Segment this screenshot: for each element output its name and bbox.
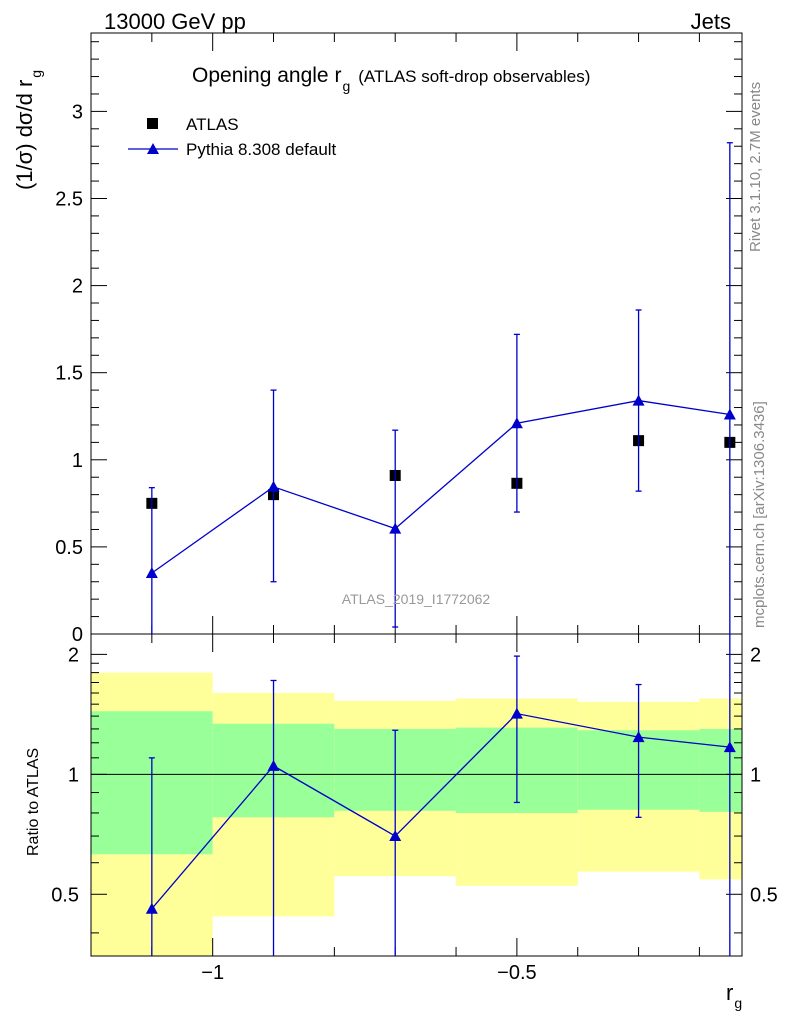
analysis-label: ATLAS_2019_I1772062 xyxy=(342,591,491,607)
x-axis-label: rg xyxy=(726,980,742,1011)
pythia-point xyxy=(510,417,523,429)
ratio-pythia-point xyxy=(145,902,158,914)
ratio-pythia-point xyxy=(632,731,645,743)
legend-label-pythia: Pythia 8.308 default xyxy=(186,140,337,159)
legend-marker-atlas xyxy=(147,118,158,129)
ratio-y-tick-label-right: 1 xyxy=(750,764,761,786)
ratio-pythia-line xyxy=(151,712,730,910)
legend-label-atlas: ATLAS xyxy=(186,115,239,134)
pythia-point xyxy=(267,480,280,492)
pythia-point xyxy=(389,522,402,534)
main-y-axis-label-sub: g xyxy=(28,70,44,78)
legend: ATLAS Pythia 8.308 default xyxy=(128,115,337,159)
main-y-tick-label: 2.5 xyxy=(55,188,83,210)
x-axis-label-sub: g xyxy=(734,995,742,1011)
plot-title-sub: g xyxy=(342,78,350,94)
chart-marks xyxy=(145,142,736,956)
ratio-band-inner-5 xyxy=(699,728,742,812)
mcplots-label: mcplots.cern.ch [arXiv:1306.3436] xyxy=(751,401,768,628)
ratio-pythia-point xyxy=(267,759,280,771)
plot-title-rest: (ATLAS soft-drop observables) xyxy=(358,67,590,86)
plot-frames xyxy=(90,32,743,957)
x-axis-label-main: r xyxy=(726,980,733,1005)
ratio-y-tick-label-right: 0.5 xyxy=(750,884,778,906)
plot-title: Opening angle rg (ATLAS soft-drop observa… xyxy=(192,64,590,94)
main-y-tick-label: 1 xyxy=(72,450,83,472)
ratio-y-tick-label-right: 2 xyxy=(750,644,761,666)
ratio-pythia-point xyxy=(723,741,736,753)
main-y-tick-label: 0.5 xyxy=(55,537,83,559)
main-y-tick-label: 0 xyxy=(72,624,83,646)
ratio-pythia-point xyxy=(389,830,402,842)
ratio-y-tick-label: 0.5 xyxy=(51,884,79,906)
ratio-plot-frame xyxy=(90,633,743,957)
main-y-axis-label-main: (1/σ) dσ/d r xyxy=(12,80,37,190)
header-process: 13000 GeV pp xyxy=(104,9,246,34)
main-y-tick-label: 2 xyxy=(72,276,83,298)
x-tick-label: −0.5 xyxy=(497,962,536,984)
pythia-line xyxy=(151,399,730,574)
axis-ticks: 0 0.5 1 1.5 2 2.5 3 −1 −0.5 0.5 0.5 1 1 2 2 xyxy=(51,33,778,984)
pythia-point xyxy=(145,567,158,579)
main-y-tick-label: 1.5 xyxy=(55,363,83,385)
main-y-tick-label: 3 xyxy=(72,101,83,123)
ratio-y-tick-label: 1 xyxy=(68,764,79,786)
header-category: Jets xyxy=(691,9,731,34)
ratio-y-tick-label: 2 xyxy=(68,644,79,666)
pythia-point xyxy=(632,394,645,406)
legend-marker-pythia xyxy=(147,143,159,154)
rivet-version-label: Rivet 3.1.10, 2.7M events xyxy=(747,82,764,252)
plot-title-main: Opening angle r xyxy=(192,64,341,87)
main-y-axis-label: (1/σ) dσ/d r g xyxy=(12,70,44,190)
pythia-point xyxy=(723,408,736,420)
x-tick-label: −1 xyxy=(201,962,224,984)
ratio-pythia-point xyxy=(510,707,523,719)
ratio-y-axis-label: Ratio to ATLAS xyxy=(25,748,42,856)
